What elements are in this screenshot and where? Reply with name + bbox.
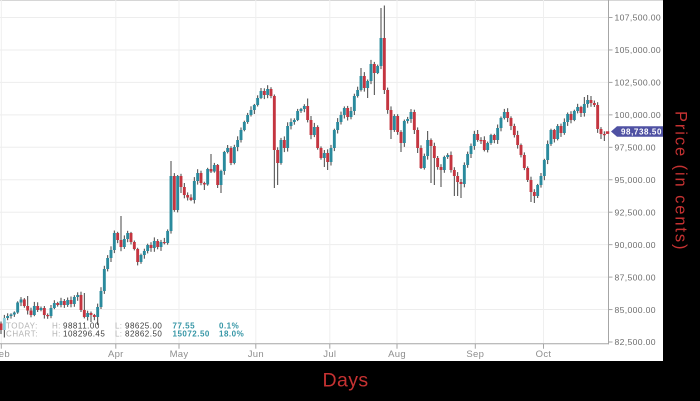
svg-text:85,000.00: 85,000.00: [615, 305, 656, 315]
svg-text:18.0%: 18.0%: [219, 329, 244, 338]
svg-text:CHART:: CHART:: [6, 329, 38, 338]
svg-text:Apr: Apr: [108, 349, 124, 360]
svg-text:May: May: [170, 349, 189, 360]
svg-text:Price (in cents): Price (in cents): [672, 111, 690, 251]
svg-text:98811.00: 98811.00: [63, 322, 100, 331]
svg-text:H:: H:: [52, 329, 61, 338]
svg-text:H:: H:: [52, 322, 61, 331]
svg-text:Oct: Oct: [536, 349, 552, 360]
svg-text:100,000.00: 100,000.00: [615, 110, 662, 120]
svg-text:Feb: Feb: [0, 349, 10, 360]
svg-text:98,738.50: 98,738.50: [621, 128, 662, 137]
svg-text:Days: Days: [323, 370, 369, 392]
svg-text:95,000.00: 95,000.00: [615, 175, 656, 185]
svg-text:107,500.00: 107,500.00: [615, 13, 662, 23]
svg-text:Sep: Sep: [466, 349, 484, 360]
svg-text:97,500.00: 97,500.00: [615, 143, 656, 153]
svg-text:105,000.00: 105,000.00: [615, 45, 662, 55]
svg-text:TODAY:: TODAY:: [6, 322, 38, 331]
svg-text:Jun: Jun: [248, 349, 264, 360]
svg-text:Jul: Jul: [323, 349, 336, 360]
svg-text:102,500.00: 102,500.00: [615, 78, 662, 88]
svg-text:L:: L:: [115, 322, 122, 331]
svg-text:87,500.00: 87,500.00: [615, 272, 656, 282]
svg-text:82862.50: 82862.50: [125, 329, 162, 338]
svg-text:Aug: Aug: [388, 349, 406, 360]
svg-text:82,500.00: 82,500.00: [615, 337, 656, 347]
svg-text:108296.45: 108296.45: [63, 329, 105, 338]
svg-text:0.1%: 0.1%: [219, 322, 239, 331]
svg-text:92,500.00: 92,500.00: [615, 207, 656, 217]
svg-text:98625.00: 98625.00: [125, 322, 162, 331]
svg-text:77.55: 77.55: [173, 322, 196, 331]
svg-text:15072.50: 15072.50: [173, 329, 210, 338]
svg-text:90,000.00: 90,000.00: [615, 240, 656, 250]
svg-text:L:: L:: [115, 329, 122, 338]
